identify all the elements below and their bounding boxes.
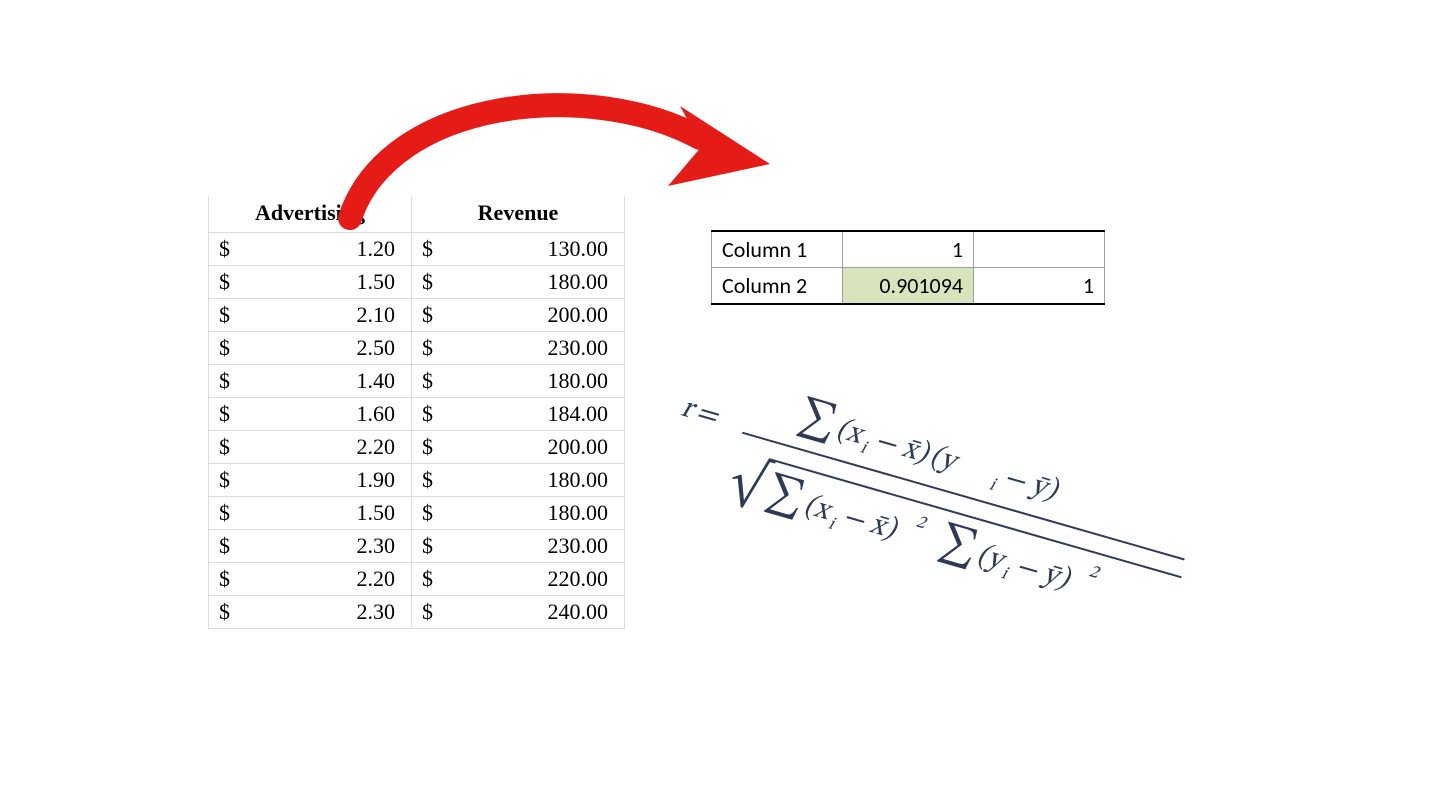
currency-symbol: $ [209,398,246,431]
svg-text:− ȳ): − ȳ) [1012,551,1075,596]
advertising-value: 1.40 [245,365,412,398]
advertising-value: 2.20 [245,563,412,596]
advertising-value: 1.90 [245,464,412,497]
currency-symbol: $ [209,464,246,497]
revenue-value: 184.00 [448,398,625,431]
currency-symbol: $ [412,464,449,497]
currency-symbol: $ [209,332,246,365]
advertising-value: 1.50 [245,497,412,530]
svg-text:− x̄): − x̄) [839,501,901,546]
currency-symbol: $ [209,530,246,563]
currency-symbol: $ [209,563,246,596]
data-table: Advertising Revenue $1.20$130.00$1.50$18… [208,196,625,629]
advertising-value: 2.30 [245,596,412,629]
svg-text:i: i [826,515,838,534]
table-row: $2.30$230.00 [209,530,625,563]
currency-symbol: $ [209,497,246,530]
stage: Advertising Revenue $1.20$130.00$1.50$18… [0,0,1436,808]
advertising-value: 1.60 [245,398,412,431]
advertising-value: 2.50 [245,332,412,365]
revenue-value: 180.00 [448,497,625,530]
currency-symbol: $ [412,530,449,563]
revenue-value: 220.00 [448,563,625,596]
table-row: $1.40$180.00 [209,365,625,398]
revenue-value: 200.00 [448,431,625,464]
currency-symbol: $ [412,563,449,596]
table-row: $1.50$180.00 [209,497,625,530]
table-row: $2.10$200.00 [209,299,625,332]
currency-symbol: $ [412,497,449,530]
corr-r2-label: Column 2 [712,268,843,305]
corr-row-2: Column 2 0.901094 1 [712,268,1105,305]
revenue-value: 230.00 [448,332,625,365]
currency-symbol: $ [412,431,449,464]
corr-r2c3: 1 [974,268,1105,305]
table-row: $2.20$220.00 [209,563,625,596]
svg-text:i: i [987,476,999,495]
revenue-value: 240.00 [448,596,625,629]
svg-text:i: i [999,565,1011,584]
table-row: $2.20$200.00 [209,431,625,464]
advertising-value: 2.10 [245,299,412,332]
currency-symbol: $ [412,299,449,332]
advertising-value: 1.50 [245,266,412,299]
corr-r1c3 [974,231,1105,268]
svg-text:2: 2 [914,513,930,533]
currency-symbol: $ [412,398,449,431]
currency-symbol: $ [412,332,449,365]
svg-text:− ȳ): − ȳ) [1000,462,1063,507]
currency-symbol: $ [209,266,246,299]
revenue-value: 200.00 [448,299,625,332]
svg-text:− x̄) (y: − x̄) (y [871,425,963,479]
currency-symbol: $ [412,266,449,299]
advertising-value: 2.20 [245,431,412,464]
correlation-matrix: Column 1 1 Column 2 0.901094 1 [711,230,1105,305]
table-row: $1.50$180.00 [209,266,625,299]
revenue-value: 180.00 [448,365,625,398]
currency-symbol: $ [412,596,449,629]
table-row: $2.50$230.00 [209,332,625,365]
advertising-value: 2.30 [245,530,412,563]
correlation-formula: r = ∑ (x i − x̄) (y i − ȳ) √ ∑ (x i − x… [660,340,1220,670]
svg-text:2: 2 [1087,563,1103,583]
currency-symbol: $ [209,365,246,398]
currency-symbol: $ [209,233,246,266]
arrow-icon [330,68,780,238]
currency-symbol: $ [209,299,246,332]
currency-symbol: $ [209,431,246,464]
corr-r2c2-highlight: 0.901094 [843,268,974,305]
currency-symbol: $ [209,596,246,629]
table-row: $1.90$180.00 [209,464,625,497]
revenue-value: 180.00 [448,266,625,299]
table-row: $1.60$184.00 [209,398,625,431]
svg-text:i: i [858,439,870,458]
table-row: $2.30$240.00 [209,596,625,629]
corr-r1c2: 1 [843,231,974,268]
revenue-value: 180.00 [448,464,625,497]
currency-symbol: $ [412,365,449,398]
formula-lhs: r = [678,394,723,433]
revenue-value: 230.00 [448,530,625,563]
